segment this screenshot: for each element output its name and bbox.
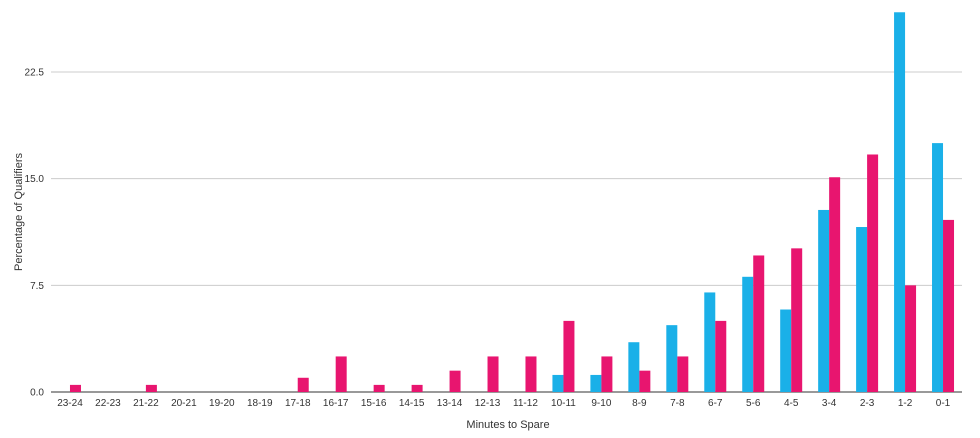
x-tick-label: 20-21 <box>171 398 197 409</box>
x-tick-label: 14-15 <box>399 398 425 409</box>
x-tick-label: 5-6 <box>746 398 761 409</box>
bar-series-2 <box>753 255 765 392</box>
bar-series-1 <box>666 325 678 392</box>
bar-series-1 <box>818 209 830 392</box>
bar-series-1 <box>552 374 564 392</box>
x-tick-label: 9-10 <box>591 398 611 409</box>
bar-series-1 <box>704 292 716 392</box>
x-tick-label: 8-9 <box>632 398 647 409</box>
x-tick-label: 3-4 <box>822 398 837 409</box>
gridlines <box>51 71 962 393</box>
bar-series-2 <box>563 320 575 392</box>
x-tick-label: 18-19 <box>247 398 273 409</box>
x-tick-label: 1-2 <box>898 398 913 409</box>
bar-series-2 <box>335 356 347 392</box>
x-axis-title: Minutes to Spare <box>466 419 549 431</box>
bar-series-1 <box>932 143 944 392</box>
bar-series-2 <box>639 370 651 392</box>
bars <box>69 12 955 393</box>
x-tick-label: 15-16 <box>361 398 387 409</box>
x-tick-label: 22-23 <box>95 398 121 409</box>
x-tick-label: 23-24 <box>57 398 83 409</box>
y-tick-label: 22.5 <box>25 68 45 79</box>
x-tick-label: 6-7 <box>708 398 723 409</box>
bar-series-2 <box>69 384 81 392</box>
x-tick-label: 17-18 <box>285 398 311 409</box>
bar-series-1 <box>856 227 868 392</box>
bar-series-2 <box>715 320 727 392</box>
x-tick-label: 21-22 <box>133 398 159 409</box>
bar-series-1 <box>590 374 602 392</box>
x-tick-label: 10-11 <box>551 398 576 409</box>
y-tick-label: 0.0 <box>30 388 44 399</box>
y-axis-ticks: 0.0 7.5 15.0 22.5 <box>25 68 45 399</box>
x-tick-label: 2-3 <box>860 398 875 409</box>
bar-series-2 <box>411 384 423 392</box>
x-tick-label: 11-12 <box>513 398 538 409</box>
x-tick-label: 4-5 <box>784 398 799 409</box>
bar-series-1 <box>742 276 754 392</box>
bar-series-2 <box>867 154 879 392</box>
x-tick-label: 7-8 <box>670 398 685 409</box>
y-axis-title: Percentage of Qualifiers <box>13 152 25 271</box>
x-tick-label: 19-20 <box>209 398 235 409</box>
bar-series-2 <box>677 356 689 392</box>
bar-series-2 <box>487 356 499 392</box>
bar-series-2 <box>829 177 841 392</box>
bar-series-2 <box>373 384 385 392</box>
bar-series-2 <box>145 384 157 392</box>
y-tick-label: 7.5 <box>30 281 44 292</box>
bar-series-2 <box>449 370 461 392</box>
bar-series-2 <box>791 248 803 392</box>
bar-series-2 <box>525 356 537 392</box>
bar-series-1 <box>628 342 640 392</box>
x-tick-label: 12-13 <box>475 398 501 409</box>
bar-series-2 <box>905 285 917 392</box>
bar-series-2 <box>297 377 309 392</box>
y-tick-label: 15.0 <box>25 174 45 185</box>
bar-series-1 <box>894 12 906 393</box>
bar-series-1 <box>780 309 792 392</box>
bar-series-2 <box>601 356 613 392</box>
x-axis-ticks: 23-24 22-23 21-22 20-21 19-20 18-19 17-18 16-17… <box>57 398 950 409</box>
x-tick-label: 13-14 <box>437 398 463 409</box>
x-tick-label: 16-17 <box>323 398 349 409</box>
x-tick-label: 0-1 <box>936 398 951 409</box>
bar-series-2 <box>943 219 955 392</box>
